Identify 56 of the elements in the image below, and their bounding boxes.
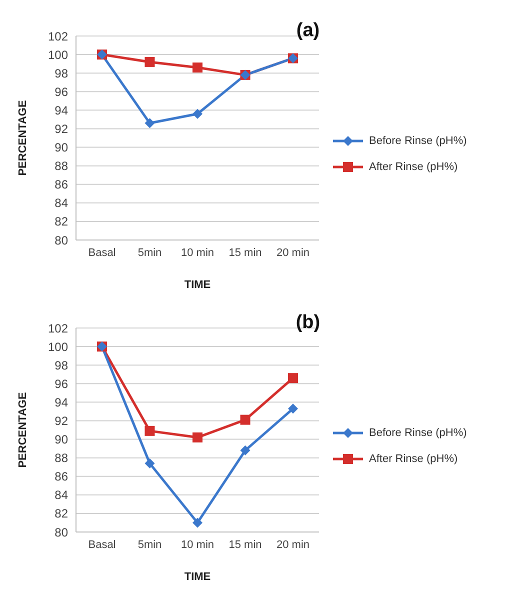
y-tick-label: 100: [48, 48, 68, 62]
point: [144, 426, 155, 436]
y-tick-label: 82: [54, 506, 68, 521]
point: [144, 458, 155, 468]
point: [288, 404, 298, 414]
chart-title: (b): [296, 312, 320, 333]
legend-label: After Rinse (pH%): [369, 453, 458, 465]
legend-label: Before Rinse (pH%): [369, 427, 467, 439]
y-tick-label: 86: [54, 178, 68, 192]
y-tick-label: 82: [54, 214, 68, 229]
y-tick-label: 88: [54, 451, 68, 466]
x-tick-label: 15 min: [228, 246, 262, 259]
x-tick-label: 20 min: [276, 246, 310, 259]
y-tick-label: 92: [54, 414, 68, 428]
y-tick-label: 92: [54, 122, 68, 136]
y-tick-label: 90: [54, 432, 68, 447]
legend-label: After Rinse (pH%): [369, 161, 458, 173]
y-tick-label: 80: [54, 233, 68, 248]
y-tick-label: 102: [48, 29, 68, 44]
point: [240, 445, 250, 456]
y-tick-label: 98: [54, 358, 68, 372]
x-tick-label: 10 min: [180, 246, 214, 259]
y-tick-label: 96: [54, 376, 68, 391]
y-tick-label: 86: [54, 470, 68, 484]
y-tick-label: 94: [54, 395, 68, 410]
point: [144, 56, 155, 67]
chart-title: (a): [296, 20, 320, 41]
point: [288, 373, 298, 384]
point: [192, 518, 202, 528]
x-tick-label: 20 min: [276, 538, 310, 551]
point: [192, 62, 202, 73]
y-tick-label: 102: [48, 321, 68, 336]
y-tick-label: 94: [54, 103, 68, 118]
point: [192, 108, 202, 119]
x-tick-label: 5min: [138, 538, 162, 551]
point: [144, 118, 155, 128]
x-tick-label: 15 min: [228, 538, 262, 551]
x-tick-label: Basal: [88, 538, 116, 551]
y-axis-title: PERCENTAGE: [16, 392, 29, 468]
y-tick-label: 100: [48, 340, 68, 354]
x-axis-title: TIME: [184, 279, 211, 291]
x-tick-label: 5min: [138, 246, 162, 259]
point: [240, 414, 250, 425]
y-tick-label: 84: [54, 196, 68, 210]
x-axis-title: TIME: [184, 571, 211, 583]
x-tick-label: 10 min: [180, 538, 214, 551]
y-tick-label: 98: [54, 66, 68, 80]
x-tick-label: Basal: [88, 246, 116, 259]
legend-label: Before Rinse (pH%): [369, 135, 467, 147]
y-tick-label: 84: [54, 488, 68, 502]
y-axis-title: PERCENTAGE: [16, 100, 29, 176]
y-tick-label: 90: [54, 140, 68, 155]
y-tick-label: 96: [54, 84, 68, 99]
point: [192, 432, 202, 442]
y-tick-label: 88: [54, 159, 68, 174]
y-tick-label: 80: [54, 525, 68, 540]
